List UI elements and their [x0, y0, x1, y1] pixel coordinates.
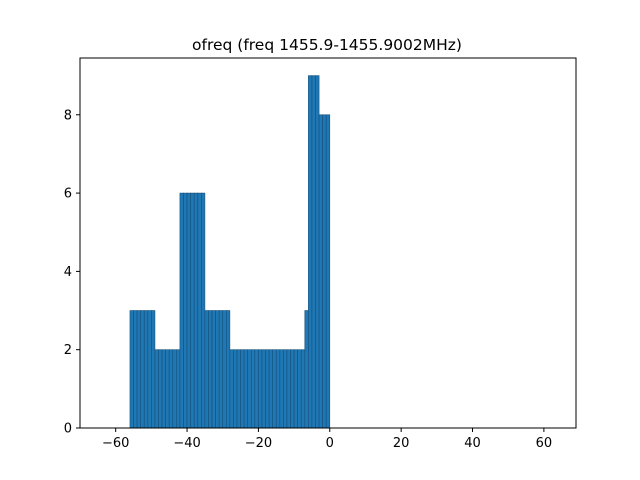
histogram-bar: [300, 349, 306, 429]
histogram-bar: [304, 310, 309, 429]
histogram-bar: [222, 310, 227, 429]
histogram-bar: [161, 349, 166, 429]
histogram-bar: [275, 349, 281, 429]
histogram-bar: [279, 349, 284, 429]
x-tick-label: −40: [173, 436, 200, 451]
histogram-bar: [293, 349, 298, 429]
y-tick-label: 2: [64, 343, 72, 358]
y-tick-label: 4: [64, 265, 72, 280]
histogram-bar: [168, 349, 174, 429]
histogram-bar: [315, 75, 320, 429]
x-tick-label: −60: [102, 436, 129, 451]
histogram-bar: [211, 310, 216, 429]
histogram-bar: [290, 349, 295, 429]
histogram-bar: [226, 310, 231, 429]
histogram-bar: [129, 310, 134, 429]
histogram-bar: [254, 349, 259, 429]
histogram-bar: [193, 192, 199, 429]
histogram-bar: [311, 75, 316, 429]
histogram-bar: [272, 349, 277, 429]
histogram-bar: [233, 349, 238, 429]
histogram-bar: [179, 192, 184, 429]
x-tick-label: −20: [245, 436, 272, 451]
histogram-bar: [172, 349, 177, 429]
histogram-bar: [197, 192, 202, 429]
histogram-bar: [158, 349, 163, 429]
y-axis-ticks: 0 2 4 6 8: [64, 108, 80, 437]
histogram-bar: [151, 310, 156, 429]
histogram-bar: [218, 310, 224, 429]
plot-frame: [79, 57, 577, 429]
x-tick-label: 60: [536, 436, 553, 451]
histogram-bar: [208, 310, 213, 429]
histogram-bar: [247, 349, 252, 429]
histogram-bar: [268, 349, 273, 429]
x-axis-ticks: −60 −40 −20 0 20 40 60: [102, 428, 552, 451]
x-tick-label: 40: [464, 436, 481, 451]
histogram-bar: [325, 114, 331, 429]
y-tick-label: 6: [64, 187, 72, 202]
histogram-bar: [190, 192, 195, 429]
histogram-bar: [308, 75, 313, 429]
histogram-bar: [258, 349, 263, 429]
histogram-bar: [318, 114, 323, 429]
histogram-bar: [176, 349, 181, 429]
histogram-bar: [140, 310, 145, 429]
histogram-bar: [236, 349, 241, 429]
histogram-bar: [165, 349, 170, 429]
histogram-bar: [322, 114, 327, 429]
histogram-bar: [265, 349, 270, 429]
histogram-bar: [154, 349, 159, 429]
y-tick-label: 8: [64, 108, 72, 123]
histogram-bar: [283, 349, 288, 429]
histogram-bar: [297, 349, 302, 429]
x-tick-label: 20: [393, 436, 410, 451]
histogram-bar: [286, 349, 291, 429]
histogram-bar: [201, 192, 206, 429]
histogram-bar: [243, 349, 249, 429]
chart-title: ofreq (freq 1455.9-1455.9002MHz): [192, 36, 462, 54]
x-tick-label: 0: [326, 436, 334, 451]
histogram-bar: [204, 310, 209, 429]
histogram-bar: [133, 310, 138, 429]
histogram-bar: [215, 310, 220, 429]
y-tick-label: 0: [64, 422, 72, 437]
histogram-bar: [136, 310, 141, 429]
histogram-bar: [261, 349, 266, 429]
histogram-bar: [143, 310, 149, 429]
histogram-bar: [183, 192, 188, 429]
histogram-bar: [229, 349, 234, 429]
histogram-bar: [240, 349, 245, 429]
histogram-bar: [186, 192, 191, 429]
histogram-bar: [250, 349, 256, 429]
bars-group: [129, 75, 331, 429]
histogram-bar: [147, 310, 152, 429]
